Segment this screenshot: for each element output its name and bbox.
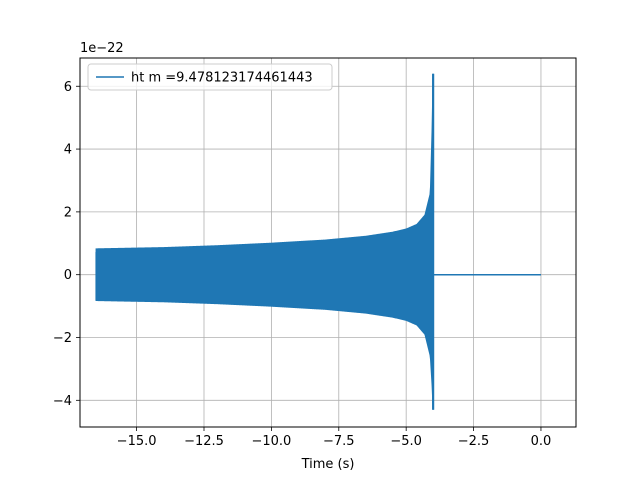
x-tick-label: −7.5 xyxy=(323,434,355,449)
series-line xyxy=(95,73,434,410)
x-tick-label: −15.0 xyxy=(117,434,157,449)
x-tick-label: −5.0 xyxy=(390,434,422,449)
legend-entry: ht m =9.478123174461443 xyxy=(131,71,313,86)
x-tick-label: −10.0 xyxy=(251,434,291,449)
y-offset-label: 1e−22 xyxy=(80,41,124,56)
y-tick-label: 2 xyxy=(64,205,72,220)
y-axis: −4 −2 0 2 4 6 xyxy=(53,80,80,409)
y-tick-label: 0 xyxy=(64,268,72,283)
x-tick-label: 0.0 xyxy=(531,434,552,449)
legend-box xyxy=(87,63,333,91)
x-axis: −15.0 −12.5 −10.0 −7.5 −5.0 −2.5 0.0 xyxy=(117,427,552,449)
x-axis-label: Time (s) xyxy=(301,457,355,472)
y-tick-label: −2 xyxy=(53,331,72,346)
y-tick-label: 4 xyxy=(64,143,72,158)
x-tick-label: −12.5 xyxy=(184,434,224,449)
y-tick-label: −4 xyxy=(53,394,72,409)
y-tick-label: 6 xyxy=(64,80,72,95)
series-layer xyxy=(95,73,541,410)
x-tick-label: −2.5 xyxy=(458,434,490,449)
plot-frame xyxy=(79,57,577,428)
legend: ht m =9.478123174461443 xyxy=(87,63,333,91)
